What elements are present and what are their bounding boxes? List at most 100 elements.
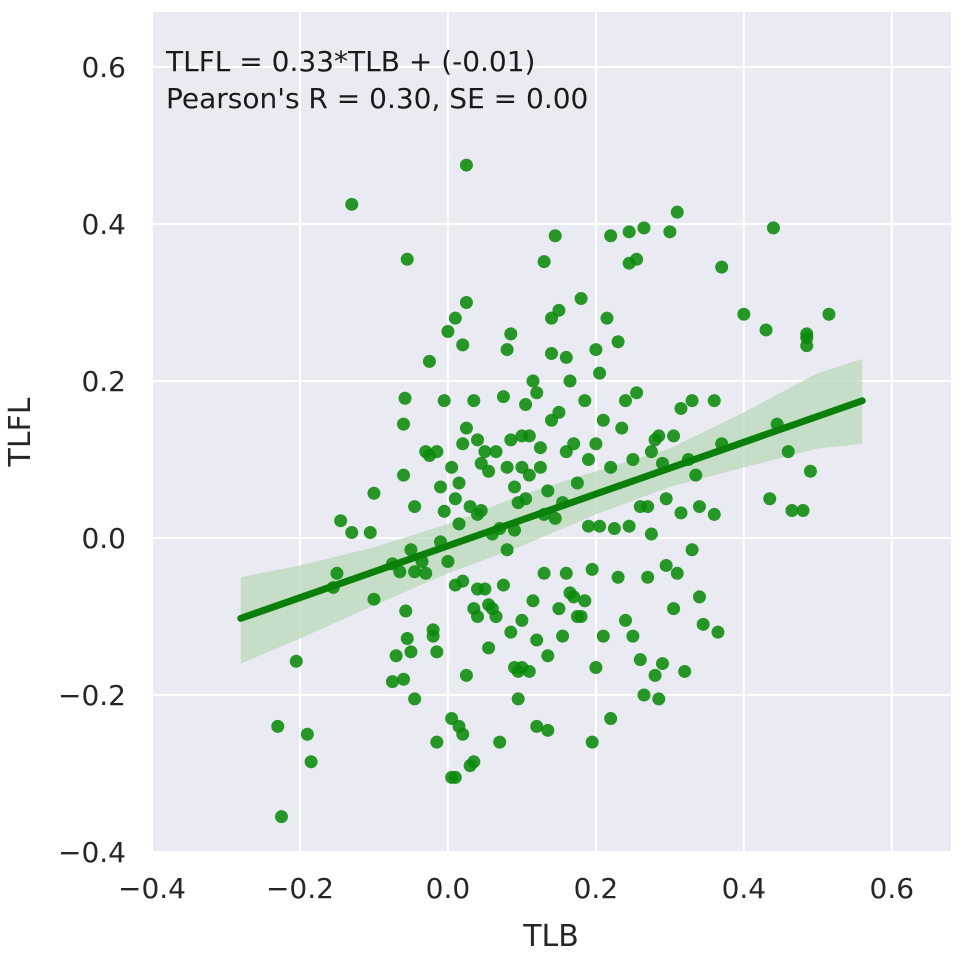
data-point — [567, 437, 581, 451]
data-point — [430, 445, 444, 459]
data-point — [404, 543, 418, 557]
data-point — [685, 394, 699, 408]
data-point — [330, 566, 344, 580]
data-point — [452, 476, 466, 490]
data-point — [526, 374, 540, 388]
data-point — [578, 594, 592, 608]
data-point — [519, 492, 533, 506]
data-point — [504, 625, 518, 639]
data-point — [452, 517, 466, 531]
data-point — [800, 339, 814, 353]
data-point — [659, 558, 673, 572]
data-point — [493, 735, 507, 749]
data-point — [696, 617, 710, 631]
data-point — [604, 229, 618, 243]
data-point — [589, 437, 603, 451]
data-point — [652, 692, 666, 706]
data-point — [441, 325, 455, 339]
data-point — [478, 582, 492, 596]
data-point — [707, 394, 721, 408]
data-point — [622, 225, 636, 239]
data-point — [496, 578, 510, 592]
data-point — [456, 727, 470, 741]
data-point — [766, 221, 780, 235]
data-point — [674, 506, 688, 520]
data-point — [504, 433, 518, 447]
data-point — [300, 727, 314, 741]
data-point — [397, 468, 411, 482]
data-point — [685, 543, 699, 557]
data-point — [434, 480, 448, 494]
data-point — [626, 629, 640, 643]
data-point — [530, 633, 544, 647]
data-point — [641, 570, 655, 584]
data-point — [448, 492, 462, 506]
data-point — [574, 292, 588, 306]
data-point — [611, 570, 625, 584]
x-axis-label: TLB — [522, 919, 579, 954]
data-point — [508, 480, 522, 494]
data-point — [389, 649, 403, 663]
data-point — [633, 653, 647, 667]
x-tick-label: 0.0 — [426, 872, 471, 905]
data-point — [408, 565, 422, 579]
data-point — [400, 631, 414, 645]
data-point — [533, 460, 547, 474]
data-point — [644, 527, 658, 541]
data-point — [345, 197, 359, 211]
data-point — [500, 460, 514, 474]
data-point — [419, 566, 433, 580]
data-point — [667, 602, 681, 616]
data-point — [803, 464, 817, 478]
data-point — [667, 429, 681, 443]
data-point — [663, 225, 677, 239]
x-tick-label: −0.4 — [118, 872, 186, 905]
data-point — [430, 735, 444, 749]
data-point — [367, 486, 381, 500]
data-point — [670, 205, 684, 219]
data-point — [559, 566, 573, 580]
data-point — [393, 565, 407, 579]
data-point — [422, 354, 436, 368]
x-tick-label: 0.6 — [870, 872, 915, 905]
y-tick-label: 0.2 — [81, 365, 126, 398]
data-point — [504, 327, 518, 341]
data-point — [596, 629, 610, 643]
data-point — [530, 719, 544, 733]
data-point — [648, 668, 662, 682]
data-point — [618, 613, 632, 627]
data-point — [489, 445, 503, 459]
data-point — [489, 609, 503, 623]
data-point — [593, 366, 607, 380]
data-point — [692, 500, 706, 514]
data-point — [537, 566, 551, 580]
data-point — [471, 433, 485, 447]
data-point — [644, 445, 658, 459]
y-tick-label: −0.2 — [58, 679, 126, 712]
data-point — [437, 394, 451, 408]
y-axis-label: TLFL — [3, 397, 38, 467]
data-point — [800, 327, 814, 341]
y-tick-label: −0.4 — [58, 836, 126, 869]
data-point — [397, 417, 411, 431]
data-point — [522, 468, 536, 482]
data-point — [537, 255, 551, 269]
data-point — [522, 429, 536, 443]
data-point — [578, 394, 592, 408]
data-point — [511, 692, 525, 706]
data-point — [304, 755, 318, 769]
y-tick-label: 0.0 — [81, 522, 126, 555]
data-point — [552, 602, 566, 616]
data-point — [500, 343, 514, 357]
data-point — [467, 755, 481, 769]
data-point — [622, 519, 636, 533]
x-tick-labels: −0.4 −0.2 0.0 0.2 0.4 0.6 — [118, 872, 914, 905]
x-tick-label: −0.2 — [266, 872, 334, 905]
data-point — [630, 252, 644, 266]
data-point — [385, 675, 399, 689]
data-point — [589, 661, 603, 675]
data-point — [397, 672, 411, 686]
data-point — [715, 260, 729, 274]
data-point — [707, 507, 721, 521]
